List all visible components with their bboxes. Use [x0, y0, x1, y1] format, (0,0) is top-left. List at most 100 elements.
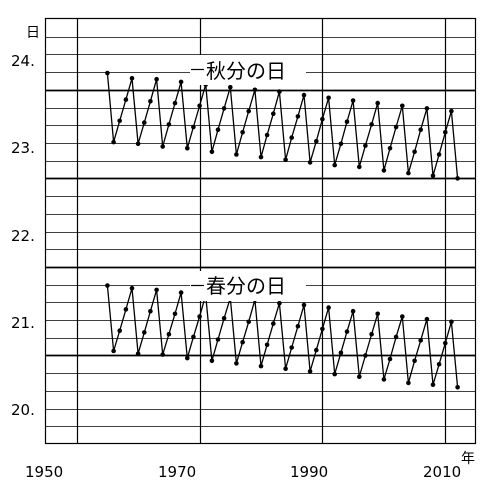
data-point [381, 168, 387, 173]
data-point [166, 122, 172, 127]
data-point [172, 311, 178, 317]
data-point [381, 377, 387, 382]
data-point [105, 70, 110, 76]
data-point [178, 290, 184, 295]
data-point [197, 103, 202, 109]
data-point [277, 300, 282, 306]
data-point [338, 350, 344, 356]
x-tick-label-1950: 1950 [25, 463, 63, 481]
data-point [393, 334, 399, 340]
data-point [209, 358, 215, 364]
series-label-autumn-bg [190, 55, 306, 85]
data-point [301, 302, 307, 308]
data-point [135, 351, 141, 357]
data-point [271, 111, 276, 116]
data-point [406, 170, 411, 176]
data-point [375, 100, 381, 106]
data-point [234, 361, 239, 366]
data-point [283, 157, 288, 163]
series-label-spring-text: 春分の日 [206, 274, 286, 298]
data-point [307, 369, 313, 374]
data-point [357, 374, 362, 380]
data-point [258, 154, 264, 160]
data-point [449, 108, 454, 114]
data-point [154, 76, 159, 82]
data-point [332, 162, 338, 168]
data-point [455, 385, 460, 390]
data-point [412, 358, 417, 364]
data-point [350, 98, 356, 103]
data-point [185, 146, 190, 151]
data-point [234, 152, 239, 157]
data-point [191, 124, 196, 130]
data-point [221, 316, 227, 321]
x-tick-label-1970: 1970 [158, 463, 196, 481]
data-point [436, 152, 442, 157]
data-point [320, 326, 325, 332]
data-point [363, 353, 368, 358]
data-point [111, 348, 116, 354]
series-label-autumn: 秋分の日 [190, 55, 306, 85]
data-point [363, 143, 368, 148]
y-tick-label-24: 24. [11, 52, 35, 70]
data-point [375, 311, 381, 317]
data-point [326, 95, 331, 101]
data-point [277, 89, 282, 94]
data-point [412, 149, 417, 155]
data-point [191, 334, 196, 340]
x-axis-unit-label: 年 [461, 451, 475, 467]
data-point [350, 308, 356, 314]
y-tick-label-22: 22. [11, 227, 35, 245]
data-point [148, 308, 153, 314]
data-point [123, 307, 129, 312]
data-point [424, 106, 430, 111]
data-point [264, 342, 270, 348]
data-point [166, 331, 172, 337]
data-point [443, 340, 448, 346]
plot-frame [44, 17, 477, 445]
data-point [246, 108, 251, 114]
data-point [387, 356, 393, 362]
data-point [455, 176, 460, 181]
series-label-spring: 春分の日 [190, 271, 306, 301]
series-label-spring-bg [190, 271, 306, 301]
data-point [332, 371, 338, 377]
data-point [185, 355, 190, 361]
data-point [129, 285, 135, 291]
y-tick-label-20: 20. [11, 401, 35, 419]
data-point [430, 382, 436, 388]
y-tick-label-21: 21. [11, 314, 35, 332]
data-point [178, 79, 184, 85]
data-point [357, 164, 362, 170]
data-point [264, 132, 270, 138]
data-point [228, 84, 233, 90]
data-point [142, 330, 147, 335]
data-point [326, 305, 331, 310]
data-point [320, 116, 325, 122]
data-point [271, 321, 276, 326]
data-point [123, 97, 129, 102]
data-point [240, 339, 245, 345]
data-point [369, 331, 374, 337]
data-point [295, 114, 301, 119]
x-tick-label-2010: 2010 [423, 463, 461, 481]
data-point [307, 160, 313, 165]
data-point [314, 138, 319, 144]
data-point [240, 130, 245, 135]
data-point [252, 87, 258, 93]
data-point [418, 338, 424, 343]
data-point [289, 135, 295, 140]
data-point [135, 141, 141, 147]
data-point [111, 139, 116, 145]
data-point [160, 144, 165, 149]
data-point [430, 173, 436, 178]
data-point [449, 319, 454, 325]
data-point [283, 366, 288, 372]
data-point [424, 316, 430, 322]
data-point [129, 76, 135, 81]
data-point [387, 146, 393, 151]
data-point [406, 380, 411, 386]
data-point [344, 329, 350, 334]
data-point [301, 92, 307, 98]
